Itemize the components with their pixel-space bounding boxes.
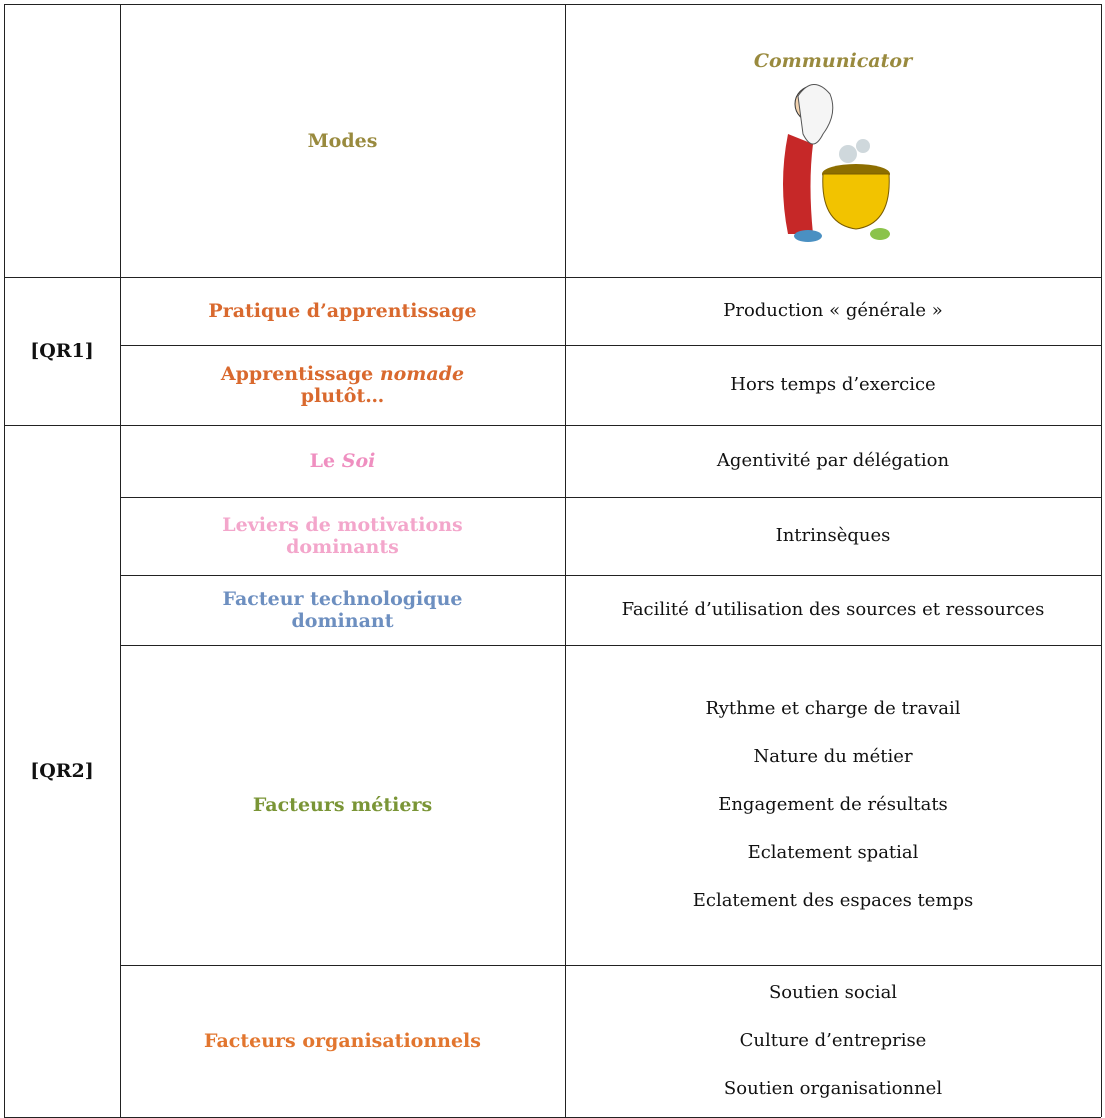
label-segment: Facteur technologique dominant: [222, 588, 463, 632]
header-communicator: Communicator: [753, 50, 913, 72]
row-values: Rythme et charge de travail Nature du mét…: [565, 645, 1101, 965]
row-label: Facteurs organisationnels: [120, 965, 565, 1117]
row-values: Intrinsèques: [565, 497, 1101, 575]
column-border: [1101, 4, 1102, 1117]
row-label: Pratique d’apprentissage: [120, 277, 565, 345]
value-text: Facilité d’utilisation des sources et re…: [621, 599, 1045, 620]
row-border: [120, 497, 1101, 498]
row-border: [120, 645, 1101, 646]
row-border: [4, 277, 1101, 278]
row-values: Soutien social Culture d’entreprise Soutie…: [565, 965, 1101, 1117]
value-text: Intrinsèques: [775, 525, 891, 546]
row-label: Facteur technologique dominant: [120, 575, 565, 645]
value-text: Eclatement des espaces temps: [692, 890, 974, 911]
row-label-text: Pratique d’apprentissage: [208, 300, 476, 322]
row-values: Agentivité par délégation: [565, 425, 1101, 497]
row-values: Production « générale »: [565, 277, 1101, 345]
row-label: Facteurs métiers: [120, 645, 565, 965]
label-segment: Leviers de motivations dominants: [222, 514, 463, 558]
row-border: [120, 965, 1101, 966]
header-cell: Communicator: [565, 4, 1101, 277]
row-label-text: Apprentissage nomade plutôt…: [180, 363, 505, 407]
row-label: Leviers de motivations dominants: [120, 497, 565, 575]
value-text: Nature du métier: [753, 746, 913, 767]
row-label: Le Soi: [120, 425, 565, 497]
row-label-text: Leviers de motivations dominants: [180, 514, 505, 558]
row-border: [120, 575, 1101, 576]
label-segment: Facteurs métiers: [252, 794, 433, 816]
label-segment: Apprentissage: [220, 363, 380, 385]
value-text: Hors temps d’exercice: [730, 374, 936, 395]
row-label: Apprentissage nomade plutôt…: [120, 345, 565, 425]
value-text: Eclatement spatial: [747, 842, 919, 863]
row-border: [4, 425, 1101, 426]
value-text: Production « générale »: [723, 300, 943, 321]
value-text: Culture d’entreprise: [739, 1030, 927, 1051]
value-text: Engagement de résultats: [718, 794, 948, 815]
row-values: Facilité d’utilisation des sources et re…: [565, 575, 1101, 645]
value-text: Soutien social: [768, 982, 898, 1003]
group-label: [QR2]: [30, 760, 94, 782]
row-label-text: Facteur technologique dominant: [180, 588, 505, 632]
row-border: [4, 4, 1101, 5]
row-border: [120, 345, 1101, 346]
label-segment: plutôt…: [300, 385, 385, 407]
label-segment: Le: [309, 450, 342, 472]
value-text: Rythme et charge de travail: [705, 698, 961, 719]
column-border: [120, 4, 121, 1117]
row-label-text: Facteurs organisationnels: [204, 1030, 481, 1052]
value-text: Agentivité par délégation: [716, 450, 950, 471]
label-segment: Facteurs organisationnels: [204, 1030, 481, 1052]
group-label: [QR1]: [30, 340, 94, 362]
label-segment: Pratique d’apprentissage: [208, 300, 477, 322]
illustration: [783, 84, 890, 242]
column-border: [565, 4, 566, 1117]
label-segment: Soi: [341, 450, 376, 472]
value-text: Soutien organisationnel: [723, 1078, 943, 1099]
row-label-text: Le Soi: [310, 450, 376, 472]
header-modes: Modes: [307, 129, 378, 152]
row-label-text: Facteurs métiers: [253, 794, 432, 816]
column-border: [4, 4, 5, 1117]
label-segment: nomade: [379, 363, 465, 385]
row-values: Hors temps d’exercice: [565, 345, 1101, 425]
